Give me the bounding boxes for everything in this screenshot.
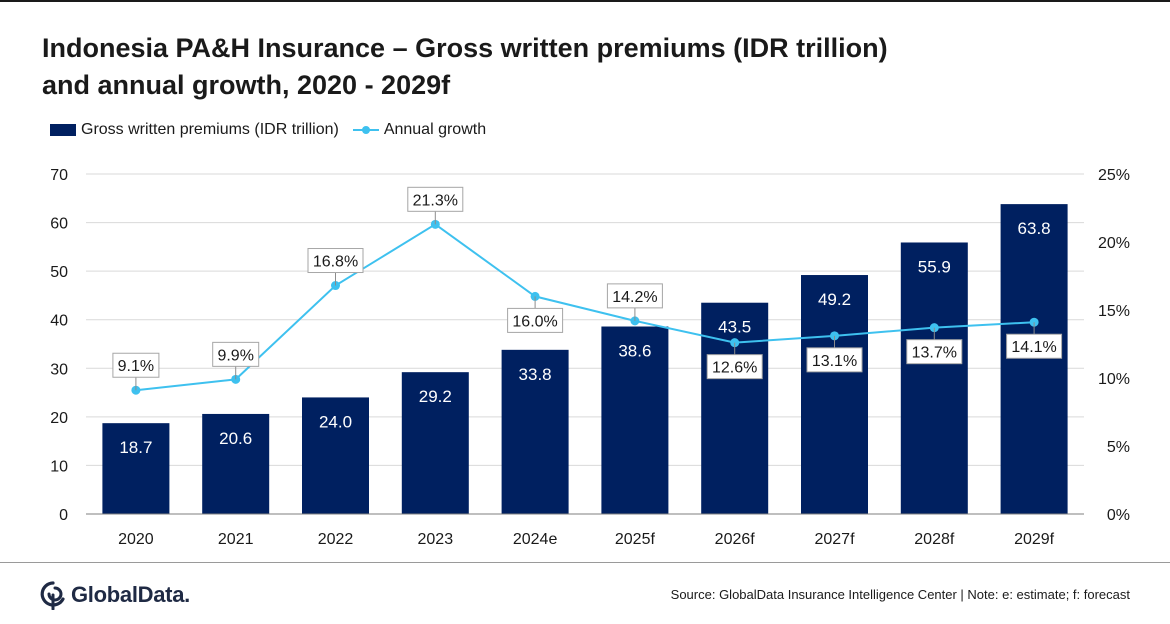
growth-label-box <box>706 354 763 380</box>
x-tick-label: 2021 <box>218 531 254 548</box>
legend-label-premiums: Gross written premiums (IDR trillion) <box>81 121 339 138</box>
growth-value-label: 12.6% <box>712 360 757 377</box>
bar <box>202 413 270 514</box>
title-line-1: Indonesia PA&H Insurance – Gross written… <box>42 33 888 63</box>
title-line-2: and annual growth, 2020 - 2029f <box>42 70 451 100</box>
bar-value-label: 24.0 <box>319 412 352 431</box>
growth-label-box <box>806 347 863 373</box>
source-note: Source: GlobalData Insurance Intelligenc… <box>670 587 1130 602</box>
legend: Gross written premiums (IDR trillion) An… <box>50 119 500 141</box>
globaldata-logo: GlobalData. <box>40 580 190 610</box>
y-right-tick-label: 0% <box>1107 507 1130 524</box>
growth-label-box <box>507 307 564 333</box>
logo-text: GlobalData. <box>71 582 190 607</box>
footer-divider <box>0 562 1170 563</box>
bar-value-label: 63.8 <box>1018 219 1051 238</box>
x-tick-label: 2027f <box>814 531 855 548</box>
top-border <box>0 0 1170 2</box>
y-left-tick-label: 20 <box>50 410 68 427</box>
x-tick-label: 2028f <box>914 531 955 548</box>
bar <box>900 242 968 514</box>
growth-value-label: 14.1% <box>1011 339 1056 356</box>
growth-label-box <box>212 341 260 367</box>
bar-value-label: 18.7 <box>119 438 152 457</box>
y-right-tick-label: 25% <box>1098 167 1130 184</box>
legend-line-swatch <box>352 124 379 136</box>
growth-label-box <box>906 339 963 365</box>
legend-label-growth: Annual growth <box>383 121 487 138</box>
growth-value-label: 16.8% <box>313 254 358 271</box>
x-tick-label: 2026f <box>715 531 756 548</box>
bar <box>102 423 170 514</box>
bar-value-label: 55.9 <box>918 257 951 276</box>
bar <box>302 397 369 514</box>
growth-value-label: 16.0% <box>512 313 557 330</box>
growth-label-box <box>112 352 160 378</box>
legend-bar-swatch <box>50 124 76 136</box>
x-tick-label: 2022 <box>318 531 354 548</box>
x-tick-label: 2029f <box>1014 531 1055 548</box>
bar-value-label: 20.6 <box>219 429 252 448</box>
growth-value-label: 9.1% <box>118 358 154 375</box>
bar-value-label: 33.8 <box>519 365 552 384</box>
bar <box>601 326 669 514</box>
combo-chart: 0 10 20 30 40 50 60 70 0% 5% 10% 15% 20% 25% 18.7 20.6 2… <box>50 167 1130 548</box>
x-tick-label: 2020 <box>118 531 154 548</box>
growth-label-box <box>606 283 663 309</box>
y-left-tick-label: 0 <box>59 507 68 524</box>
y-right-tick-label: 5% <box>1107 439 1130 456</box>
bar <box>501 349 569 514</box>
y-right-tick-label: 20% <box>1098 235 1130 252</box>
growth-value-label: 13.1% <box>812 353 857 370</box>
y-left-tick-label: 60 <box>50 216 68 233</box>
y-left-tick-label: 30 <box>50 361 68 378</box>
growth-value-label: 9.9% <box>217 347 253 364</box>
legend-item-growth: Annual growth <box>352 121 487 139</box>
y-left-tick-label: 40 <box>50 313 68 330</box>
growth-value-label: 14.2% <box>612 289 657 306</box>
bar <box>401 372 469 514</box>
y-right-tick-label: 15% <box>1098 303 1130 320</box>
chart-title: Indonesia PA&H Insurance – Gross written… <box>42 30 1142 104</box>
bar <box>801 275 868 514</box>
growth-label-box <box>407 186 464 212</box>
y-left-tick-label: 10 <box>50 458 68 475</box>
x-tick-label: 2023 <box>418 531 454 548</box>
x-tick-label: 2025f <box>615 531 656 548</box>
growth-label-box <box>1006 333 1063 359</box>
growth-label-box <box>307 248 364 274</box>
x-tick-label: 2024e <box>513 531 558 548</box>
growth-value-label: 21.3% <box>413 192 458 209</box>
y-left-tick-label: 50 <box>50 264 68 281</box>
globaldata-logo-icon <box>40 581 65 610</box>
y-right-tick-label: 10% <box>1098 371 1130 388</box>
y-left-tick-label: 70 <box>50 167 68 184</box>
bar-value-label: 38.6 <box>618 342 651 361</box>
growth-value-label: 13.7% <box>912 345 957 362</box>
bar-value-label: 43.5 <box>718 318 751 337</box>
legend-item-premiums: Gross written premiums (IDR trillion) <box>50 121 339 139</box>
bar-value-label: 29.2 <box>419 387 452 406</box>
growth-line <box>135 223 1035 392</box>
bar-value-label: 49.2 <box>818 290 851 309</box>
bar <box>1000 204 1068 514</box>
